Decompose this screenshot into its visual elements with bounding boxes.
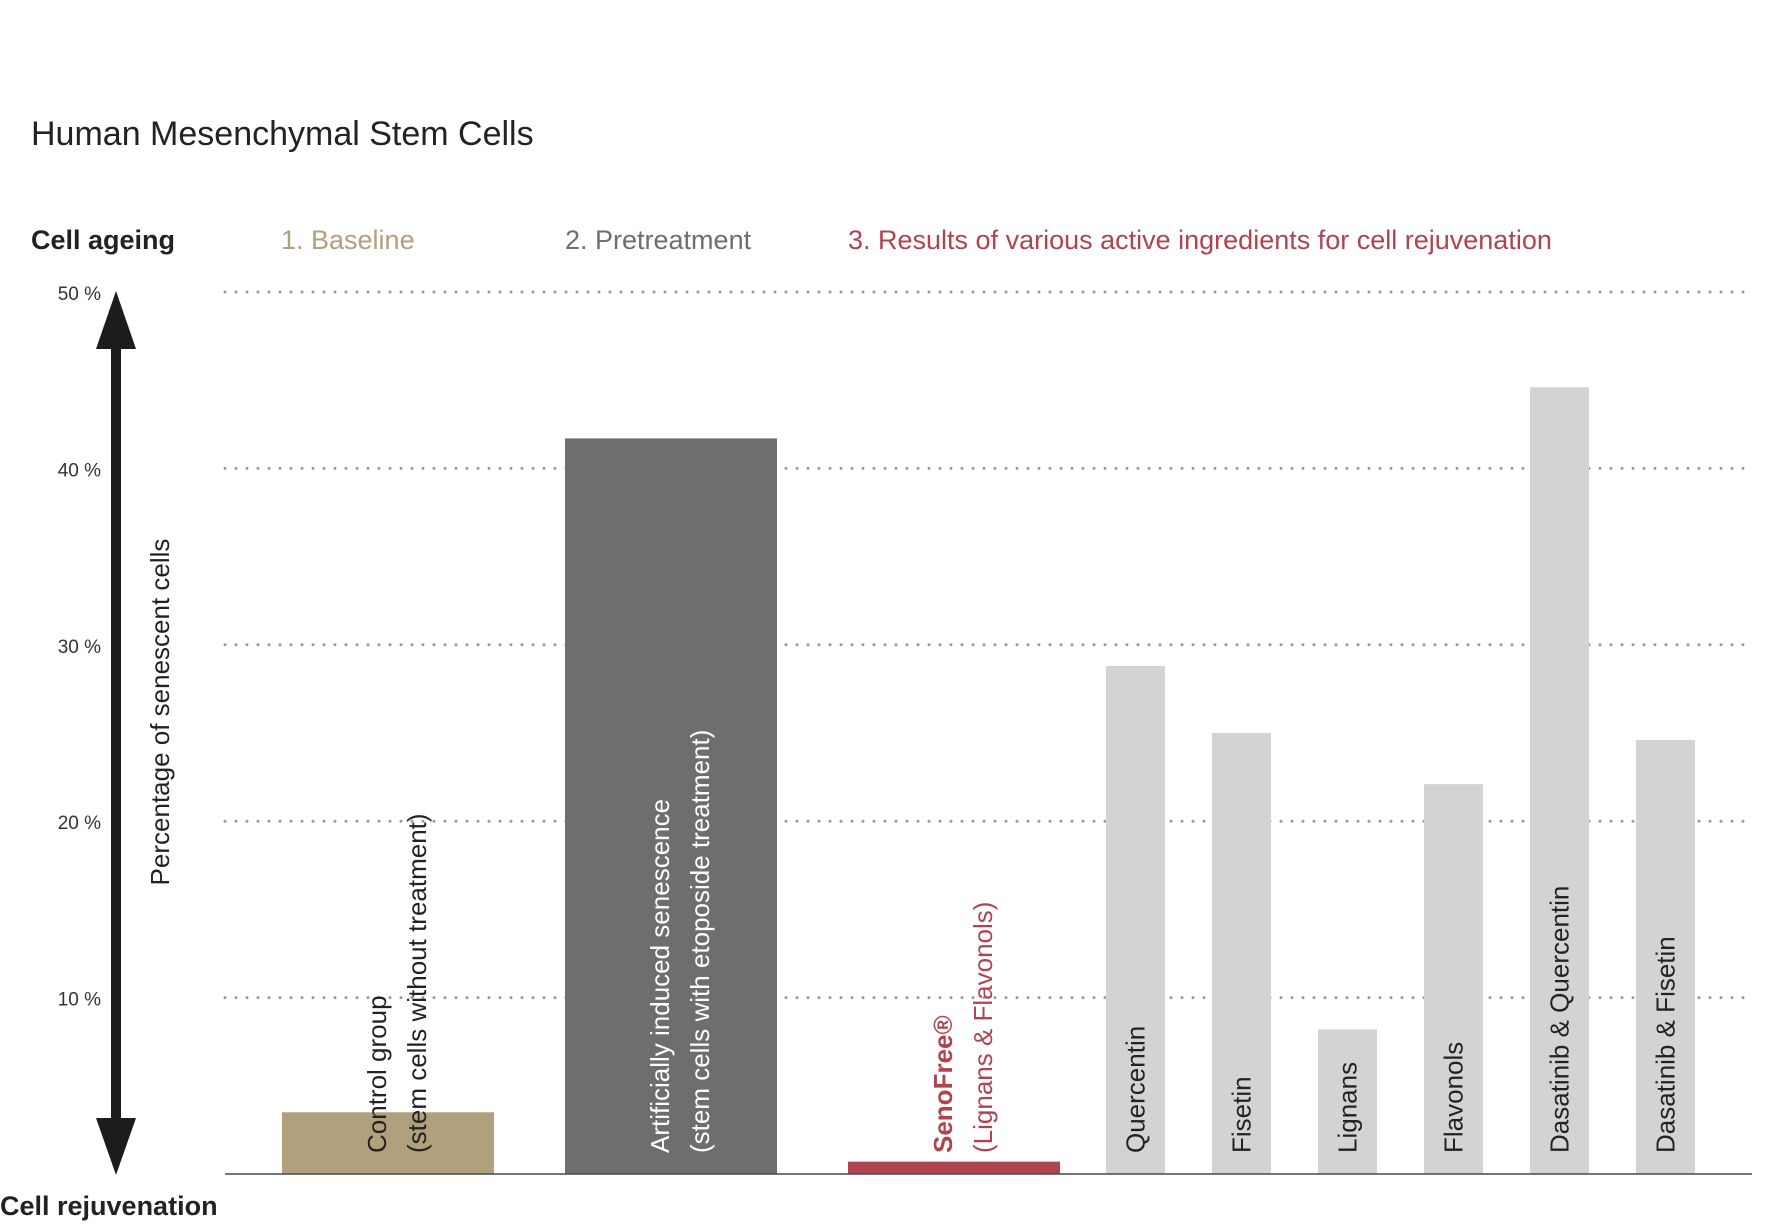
group-label-baseline: 1. Baseline (281, 225, 415, 255)
bar-sublabel: (Lignans & Flavonols) (968, 902, 998, 1153)
gridlines (223, 290, 1754, 1000)
bottom-label: Cell rejuvenation (0, 1191, 218, 1221)
bar (1636, 740, 1695, 1174)
bar-label: Dasatinib & Quercentin (1545, 886, 1575, 1153)
y-tick-label: 20 % (58, 813, 101, 834)
bar-label: Artificially induced senescence (645, 799, 675, 1153)
bar-label: Flavonols (1439, 1042, 1469, 1153)
arrow-up-head (96, 291, 136, 349)
group-label-results: 3. Results of various active ingredients… (848, 225, 1552, 255)
bar-label: Control group (362, 995, 392, 1153)
bar (565, 438, 777, 1174)
y-tick-label: 40 % (58, 460, 101, 481)
chart-title: Human Mesenchymal Stem Cells (31, 115, 534, 153)
bar-label: Fisetin (1227, 1076, 1257, 1153)
bar (848, 1161, 1060, 1174)
bar-sublabel: (stem cells without treatment) (402, 813, 432, 1153)
y-tick-labels: 10 % 20 % 30 % 40 % 50 % (58, 284, 101, 1011)
y-tick-label: 50 % (58, 284, 101, 305)
y-axis-label: Percentage of senescent cells (145, 539, 175, 886)
arrow-shaft (111, 347, 121, 1120)
bar (282, 1112, 494, 1174)
bar (1106, 665, 1165, 1174)
group-label-pretreatment: 2. Pretreatment (565, 225, 752, 255)
bar (1318, 1029, 1377, 1174)
y-axis-arrow (96, 291, 136, 1175)
bar-label: Lignans (1333, 1062, 1363, 1153)
y-tick-label: 10 % (58, 990, 101, 1011)
bar (1424, 784, 1483, 1174)
bar-label: Dasatinib & Fisetin (1651, 936, 1681, 1153)
bar (1530, 387, 1589, 1175)
bar-label: SenoFree® (928, 1015, 958, 1153)
bar-labels: Control group (stem cells without treatme… (362, 730, 1681, 1153)
bar-label: Quercentin (1121, 1026, 1151, 1153)
bar (1212, 733, 1271, 1174)
top-label: Cell ageing (31, 225, 175, 255)
bar-sublabel: (stem cells with etoposide treatment) (685, 730, 715, 1153)
y-tick-label: 30 % (58, 637, 101, 658)
arrow-down-head (96, 1118, 136, 1175)
bars (282, 387, 1695, 1175)
